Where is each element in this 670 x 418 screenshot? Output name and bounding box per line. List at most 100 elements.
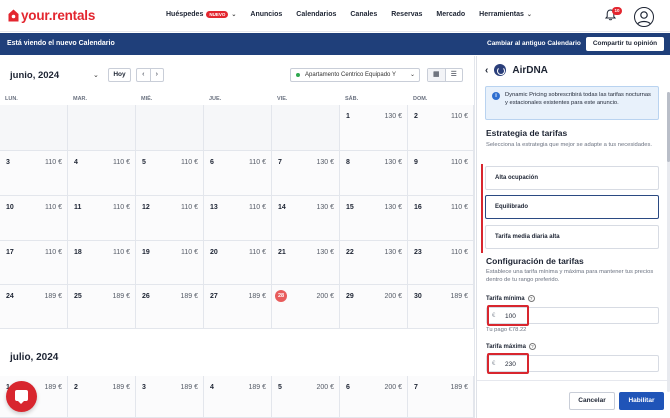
day-price: 200 € [316,384,334,391]
switch-old-calendar-link[interactable]: Cambiar al antiguo Calendario [487,40,581,47]
chevron-down-icon: ⌄ [526,12,532,18]
currency-symbol: € [492,361,496,367]
calendar-day-cell[interactable]: 1 130 € [340,105,408,151]
calendar-day-cell[interactable]: 25 189 € [68,285,136,329]
day-price: 130 € [384,113,402,120]
nav-item-mercado[interactable]: Mercado [436,11,466,18]
calendar-day-cell[interactable]: 10 110 € [0,196,68,241]
back-chevron-icon[interactable]: ‹ [485,64,489,76]
day-price: 110 € [181,204,198,211]
calendar-day-cell[interactable]: 19 110 € [136,241,204,285]
min-rate-input[interactable]: € 100 [486,307,659,324]
chevron-down-icon[interactable]: ⌄ [93,72,99,79]
calendar-empty-cell [136,105,204,151]
calendar-day-cell[interactable]: 22 130 € [340,241,408,285]
nav-item-herramientas[interactable]: Herramientas ⌄ [479,11,532,18]
calendar-day-cell[interactable]: 8 130 € [340,151,408,196]
nav-item-calendarios[interactable]: Calendarios [296,11,337,18]
chevron-left-icon[interactable]: ‹ [137,69,151,81]
day-number: 15 [346,204,354,211]
calendar-empty-cell [272,105,340,151]
day-price: 189 € [248,293,266,300]
help-icon[interactable]: ? [527,295,535,302]
calendar-day-cell[interactable]: 21 130 € [272,241,340,285]
min-rate-label-text: Tarifa mínima [486,295,525,302]
top-navigation: your.rentals Huéspedes NUEVO ⌄ Anuncios … [0,0,670,32]
share-feedback-button[interactable]: Compartir tu opinión [586,37,664,51]
calendar-day-cell[interactable]: 6 200 € [340,376,408,418]
highlight-bar [481,164,483,253]
chevron-right-icon[interactable]: › [155,71,158,78]
month-title[interactable]: junio, 2024 [10,70,60,81]
cancel-button[interactable]: Cancelar [569,392,615,410]
calendar-day-cell[interactable]: 5 110 € [136,151,204,196]
help-icon[interactable]: ? [528,343,536,350]
nav-item-huespedes[interactable]: Huéspedes NUEVO ⌄ [166,11,236,18]
calendar-day-cell[interactable]: 17 110 € [0,241,68,285]
chat-button[interactable] [6,381,37,412]
calendar-day-cell[interactable]: 23 110 € [408,241,474,285]
calendar-day-cell[interactable]: 24 189 € [0,285,68,329]
property-select[interactable]: Apartamento Centrico Equipado Y ⌄ [290,68,420,82]
calendar-day-cell[interactable]: 4 189 € [204,376,272,418]
calendar-day-cell[interactable]: 2 189 € [68,376,136,418]
calendar-day-cell[interactable]: 30 189 € [408,285,474,329]
calendar-day-cell[interactable]: 20 110 € [204,241,272,285]
day-number: 4 [210,384,214,391]
brand-logo[interactable]: your.rentals [8,8,95,23]
calendar-day-cell[interactable]: 7 189 € [408,376,474,418]
config-title: Configuración de tarifas [486,256,584,266]
day-number: 24 [6,293,14,300]
calendar-empty-cell [204,105,272,151]
calendar-day-cell[interactable]: 3 110 € [0,151,68,196]
calendar-day-cell[interactable]: 4 110 € [68,151,136,196]
list-view-icon[interactable]: ☰ [450,71,457,78]
max-rate-input[interactable]: € 230 [486,355,659,372]
calendar-empty-cell [68,105,136,151]
strategy-description: Selecciona la estrategia que mejor se ad… [486,142,652,148]
calendar-day-cell[interactable]: 16 110 € [408,196,474,241]
calendar-divider [474,56,475,418]
calendar-day-cell[interactable]: 2 110 € [408,105,474,151]
option-alta-ocupacion[interactable]: Alta ocupación [485,166,659,190]
calendar-day-cell[interactable]: 11 110 € [68,196,136,241]
calendar-day-cell[interactable]: 28 200 € [272,285,340,329]
calendar-day-cell[interactable]: 26 189 € [136,285,204,329]
calendar-day-cell[interactable]: 6 110 € [204,151,272,196]
calendar-day-cell[interactable]: 9 110 € [408,151,474,196]
panel-scrollbar-track[interactable] [667,92,670,392]
nav-item-anuncios[interactable]: Anuncios [250,11,283,18]
notification-count-badge: 10 [612,7,622,15]
panel-title: AirDNA [512,64,548,76]
grid-view-icon[interactable]: ▦ [428,69,446,81]
airdna-logo-icon [494,64,507,76]
day-price: 189 € [450,384,468,391]
day-number: 17 [6,249,14,256]
calendar-day-cell[interactable]: 3 189 € [136,376,204,418]
calendar-day-cell[interactable]: 13 110 € [204,196,272,241]
enable-button[interactable]: Habilitar [619,392,664,410]
day-price: 189 € [180,293,198,300]
nav-item-reservas[interactable]: Reservas [391,11,423,18]
calendar-day-cell[interactable]: 18 110 € [68,241,136,285]
nav-item-canales[interactable]: Canales [350,11,378,18]
panel-scrollbar-thumb[interactable] [667,92,670,162]
calendar-day-cell[interactable]: 7 130 € [272,151,340,196]
option-tarifa-media-alta[interactable]: Tarifa media diaria alta [485,225,659,249]
day-number: 7 [278,159,282,166]
calendar-day-cell[interactable]: 27 189 € [204,285,272,329]
calendar-day-cell[interactable]: 29 200 € [340,285,408,329]
day-price: 200 € [384,293,402,300]
avatar[interactable] [634,7,654,27]
calendar-day-cell[interactable]: 15 130 € [340,196,408,241]
info-notice: i Dynamic Pricing sobrescribirá todas la… [485,86,659,120]
day-price: 189 € [248,384,266,391]
chevron-down-icon: ⌄ [231,12,237,18]
calendar-day-cell[interactable]: 5 200 € [272,376,340,418]
today-button[interactable]: Hoy [108,68,131,82]
calendar-day-cell[interactable]: 12 110 € [136,196,204,241]
calendar-day-cell[interactable]: 14 130 € [272,196,340,241]
weekday-header: LUN. MAR. MIÉ. JUE. VIE. SÁB. DOM. [0,96,474,106]
day-number: 6 [210,159,214,166]
option-equilibrado[interactable]: Equilibrado [485,195,659,219]
